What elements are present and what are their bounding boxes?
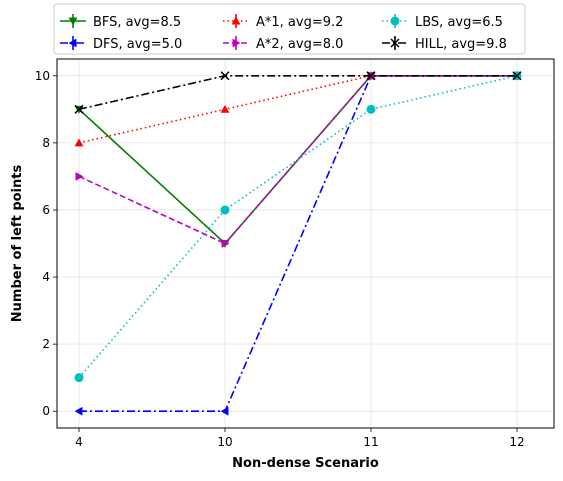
series-layer	[74, 71, 522, 416]
legend-entry: A*2, avg=8.0	[223, 36, 343, 52]
series-2	[74, 71, 522, 147]
data-point	[366, 104, 376, 114]
x-tick-label: 11	[363, 435, 378, 449]
legend-label: A*1, avg=9.2	[256, 15, 343, 30]
data-point	[74, 373, 84, 383]
data-point	[74, 104, 84, 114]
legend-marker	[231, 16, 241, 25]
series-line	[79, 74, 517, 413]
x-tick-label: 4	[75, 435, 83, 449]
legend-box	[53, 3, 526, 55]
y-tick-label: 10	[35, 69, 50, 83]
legend-label: BFS, avg=8.5	[93, 15, 181, 30]
grid	[57, 59, 554, 428]
legend-entry: DFS, avg=5.0	[60, 36, 182, 52]
legend-label: DFS, avg=5.0	[93, 37, 182, 52]
series-line	[78, 74, 518, 379]
series-line	[78, 74, 517, 111]
legend-marker	[68, 17, 78, 26]
ticks: 0 2 4 6 8 10 4 10 11 12	[35, 69, 525, 449]
legend-marker	[390, 38, 400, 48]
y-tick-label: 2	[42, 337, 50, 351]
series-1	[74, 71, 521, 416]
legend-entry: LBS, avg=6.5	[382, 14, 503, 30]
legend-label: LBS, avg=6.5	[415, 15, 503, 30]
y-tick-label: 4	[42, 270, 50, 284]
x-tick-label: 12	[509, 435, 524, 449]
data-point	[512, 71, 522, 81]
plot-frame	[56, 58, 555, 429]
legend-marker	[232, 38, 241, 48]
legend-label: HILL, avg=9.8	[415, 37, 507, 52]
data-point	[220, 406, 229, 416]
legend-entry: BFS, avg=8.5	[60, 14, 181, 30]
data-point	[74, 406, 83, 416]
series-line	[78, 74, 517, 144]
y-tick-label: 6	[42, 203, 50, 217]
data-point	[366, 71, 376, 81]
data-point	[220, 205, 230, 215]
legend-marker	[68, 38, 77, 48]
x-tick-label: 10	[217, 435, 232, 449]
series-4	[74, 71, 522, 383]
legend: BFS, avg=8.5 DFS, avg=5.0 A*1, avg=9.2 A*2,…	[53, 3, 526, 55]
legend-entry: HILL, avg=9.8	[382, 36, 507, 52]
y-tick-label: 8	[42, 136, 50, 150]
y-axis-label: Number of left points	[10, 165, 25, 323]
y-tick-label: 0	[42, 404, 50, 418]
data-point	[75, 171, 84, 181]
data-point	[220, 104, 230, 113]
data-point	[220, 71, 230, 81]
series-5	[74, 71, 522, 114]
data-point	[74, 138, 84, 147]
legend-marker	[390, 16, 400, 26]
legend-label: A*2, avg=8.0	[256, 37, 343, 52]
legend-entry: A*1, avg=9.2	[223, 14, 343, 30]
x-axis-label: Non-dense Scenario	[232, 456, 379, 471]
data-point	[221, 239, 230, 248]
